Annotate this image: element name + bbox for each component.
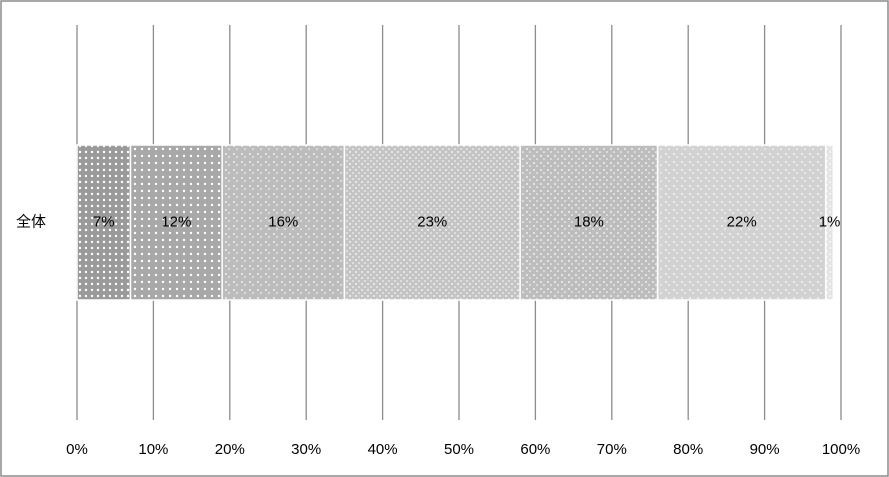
data-label: 22% (727, 213, 757, 230)
bar-segment (129, 144, 223, 301)
data-label: 7% (93, 213, 115, 230)
x-tick-label: 40% (368, 441, 398, 458)
bar-segment (221, 144, 346, 301)
data-label: 23% (417, 213, 447, 230)
x-tick-label: 30% (291, 441, 321, 458)
x-tick-label: 50% (444, 441, 474, 458)
x-tick-label: 20% (215, 441, 245, 458)
data-label: 16% (268, 213, 298, 230)
x-tick-label: 80% (673, 441, 703, 458)
bar-segment (824, 144, 835, 301)
data-label: 18% (574, 213, 604, 230)
x-tick-label: 100% (822, 441, 860, 458)
x-tick-label: 90% (750, 441, 780, 458)
bar-segment (343, 144, 521, 301)
bar-segment (656, 144, 827, 301)
data-label: 12% (161, 213, 191, 230)
bar-segment (76, 144, 132, 301)
bar-segment (519, 144, 659, 301)
x-tick-label: 10% (138, 441, 168, 458)
x-tick-label: 0% (66, 441, 88, 458)
category-label: 全体 (16, 212, 46, 230)
x-tick-label: 70% (597, 441, 627, 458)
x-tick-label: 60% (520, 441, 550, 458)
data-label: 1% (819, 213, 841, 230)
